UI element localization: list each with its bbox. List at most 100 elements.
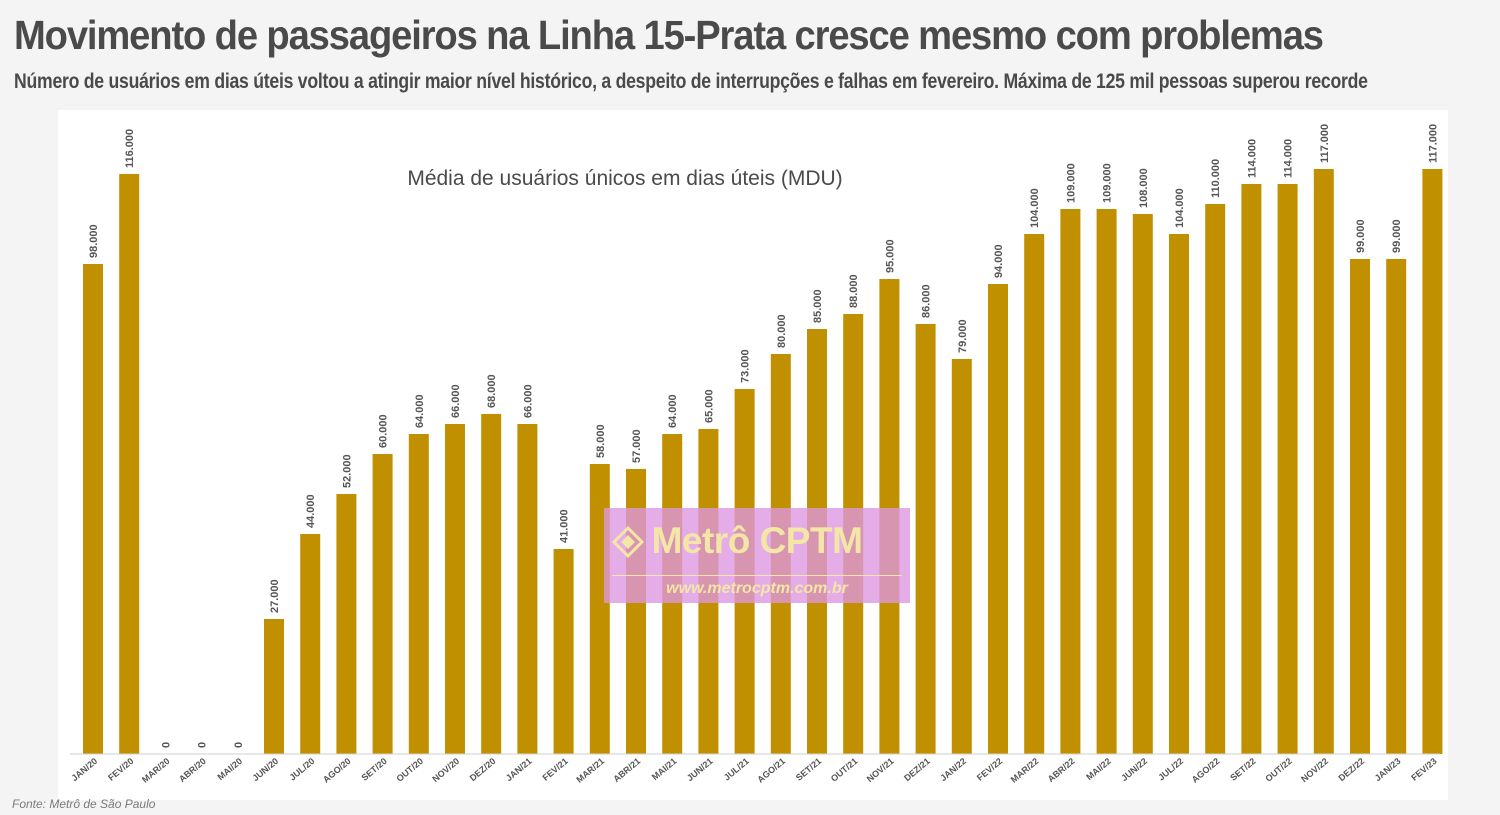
value-label: 80.000	[776, 314, 788, 348]
value-label: 73.000	[740, 349, 752, 383]
x-tick-label: AGO/21	[755, 756, 787, 785]
value-label: 65.000	[703, 389, 715, 423]
bar-fev-22	[988, 284, 1008, 754]
value-label: 104.000	[1029, 188, 1041, 228]
x-tick-label: FEV/22	[975, 756, 1004, 783]
bar-set-20	[372, 454, 393, 754]
value-label: 86.000	[921, 284, 933, 318]
value-label: 88.000	[848, 274, 860, 308]
watermark-title: Metrô CPTM	[651, 520, 863, 561]
value-label: 66.000	[522, 384, 534, 418]
x-tick-label: OUT/22	[1263, 756, 1294, 784]
x-tick-label: JUL/20	[287, 756, 316, 783]
bar-jun-22	[1132, 214, 1153, 754]
value-label: 27.000	[269, 579, 281, 613]
bar-chart: Média de usuários únicos em dias úteis (…	[69, 124, 1443, 785]
value-label: 110.000	[1210, 159, 1222, 198]
bar-jan-20	[83, 264, 103, 754]
x-tick-label: DEZ/21	[902, 756, 932, 783]
x-tick-label: JUL/21	[722, 756, 751, 783]
x-tick-label: MAI/21	[650, 756, 679, 782]
x-tick-label: DEZ/20	[468, 756, 498, 783]
x-tick-label: SET/21	[794, 756, 823, 783]
x-tick-label: DEZ/22	[1336, 756, 1366, 783]
x-tick-label: OUT/21	[829, 756, 860, 784]
value-label: 57.000	[631, 429, 643, 463]
value-label: 116.000	[124, 129, 136, 168]
x-tick-label: JUL/22	[1156, 756, 1185, 783]
x-tick-label: JAN/23	[1373, 756, 1403, 783]
bar-ago-20	[336, 494, 357, 754]
value-label: 60.000	[378, 414, 390, 448]
x-tick-label: JUN/21	[685, 756, 715, 783]
value-label: 85.000	[812, 289, 824, 323]
bar-jan-23	[1386, 259, 1407, 754]
bars-group: 98.000 116.000 0 0 0 27.000 44.000 52.000 60.000…	[83, 124, 1443, 754]
value-label: 41.000	[559, 509, 571, 543]
x-tick-label: AGO/20	[321, 756, 353, 785]
value-label: 108.000	[1138, 168, 1150, 208]
value-label: 99.000	[1391, 219, 1403, 253]
x-tick-label: MAI/20	[215, 756, 244, 782]
bar-fev-20	[119, 174, 140, 754]
x-tick-label: NOV/22	[1299, 756, 1330, 784]
bar-jul-22	[1169, 234, 1189, 754]
chart-title: Média de usuários únicos em dias úteis (…	[407, 167, 842, 190]
value-label: 94.000	[993, 244, 1005, 278]
watermark-divider	[612, 575, 902, 576]
x-tick-label: FEV/20	[106, 756, 135, 783]
value-label: 114.000	[1283, 139, 1295, 178]
bar-jun-20	[264, 619, 284, 754]
value-label: 0	[160, 742, 172, 748]
bar-jan-22	[951, 359, 972, 754]
x-tick-label: ABR/22	[1046, 756, 1077, 784]
bar-fev-23	[1422, 169, 1443, 754]
bar-mai-22	[1096, 209, 1117, 754]
bar-dez-22	[1350, 259, 1370, 754]
value-label: 52.000	[341, 454, 353, 488]
headline: Movimento de passageiros na Linha 15-Pra…	[14, 12, 1324, 58]
bar-set-22	[1241, 184, 1262, 754]
value-label: 64.000	[414, 394, 426, 428]
bar-jan-21	[517, 424, 538, 754]
value-label: 109.000	[1065, 163, 1077, 203]
x-tick-label: ABR/21	[611, 756, 642, 784]
value-label: 98.000	[88, 224, 100, 258]
x-tick-label: JAN/20	[69, 756, 99, 783]
bar-jul-20	[300, 534, 321, 754]
bar-nov-20	[445, 424, 465, 754]
x-tick-label: JAN/22	[938, 756, 968, 783]
x-tick-label: ABR/20	[177, 756, 208, 784]
x-tick-label: OUT/20	[395, 756, 426, 784]
x-tick-label: JUN/20	[250, 756, 280, 783]
bar-dez-20	[481, 414, 502, 754]
bar-mar-22	[1024, 234, 1045, 754]
value-label: 104.000	[1174, 188, 1186, 228]
x-tick-label: MAR/21	[574, 756, 606, 785]
value-label: 68.000	[486, 374, 498, 408]
chart-panel: Média de usuários únicos em dias úteis (…	[58, 110, 1448, 800]
x-tick-label: AGO/22	[1190, 756, 1222, 785]
x-tick-label: SET/22	[1228, 756, 1257, 783]
value-label: 95.000	[884, 239, 896, 273]
x-tick-label: FEV/21	[540, 756, 569, 783]
x-tick-label: SET/20	[359, 756, 388, 783]
value-label: 117.000	[1427, 124, 1439, 163]
source-note: Fonte: Metrô de São Paulo	[12, 797, 156, 811]
watermark-url: www.metrocptm.com.br	[666, 580, 848, 597]
x-tick-label: MAR/20	[140, 756, 172, 785]
x-tick-label: MAI/22	[1084, 756, 1113, 782]
bar-dez-21	[915, 324, 936, 754]
x-tick-label: FEV/23	[1409, 756, 1438, 783]
x-tick-label: NOV/21	[865, 756, 896, 784]
value-label: 99.000	[1355, 219, 1367, 253]
x-tick-label: JUN/22	[1119, 756, 1149, 783]
value-label: 117.000	[1319, 124, 1331, 163]
bar-fev-21	[553, 549, 574, 754]
bar-out-22	[1277, 184, 1298, 754]
value-label: 58.000	[595, 424, 607, 458]
value-label: 44.000	[305, 494, 317, 528]
x-tick-label: NOV/20	[430, 756, 461, 784]
value-label: 0	[197, 742, 209, 748]
x-tick-label: MAR/22	[1009, 756, 1041, 785]
